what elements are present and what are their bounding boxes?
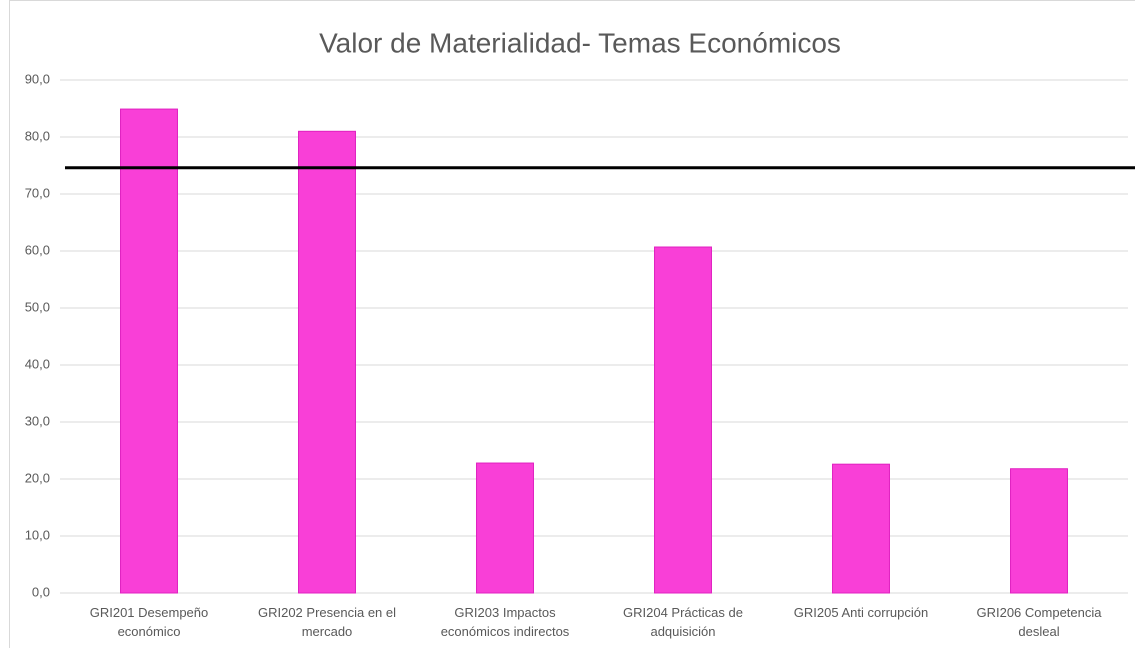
y-tick-label: 30,0: [25, 413, 50, 428]
bar: [1010, 468, 1068, 594]
bar: [832, 463, 890, 594]
bar: [120, 108, 178, 594]
x-tick-label: GRI204 Prácticas de adquisición: [623, 605, 743, 639]
y-tick-label: 20,0: [25, 470, 50, 485]
bar: [298, 130, 356, 594]
y-tick-label: 10,0: [25, 527, 50, 542]
y-tick-label: 80,0: [25, 128, 50, 143]
x-tick-label: GRI206 Competencia desleal: [976, 605, 1102, 639]
y-tick-label: 40,0: [25, 356, 50, 371]
chart-border: [9, 0, 1135, 648]
y-tick-label: 60,0: [25, 242, 50, 257]
x-tick-label: GRI201 Desempeño económico: [89, 605, 209, 639]
chart-title: Valor de Materialidad- Temas Económicos: [319, 27, 841, 58]
x-tick-label: GRI205 Anti corrupción: [793, 605, 929, 620]
y-tick-label: 70,0: [25, 185, 50, 200]
bar: [654, 246, 712, 594]
x-tick-label: GRI203 Impactos económicos indirectos: [440, 605, 570, 639]
y-tick-label: 50,0: [25, 299, 50, 314]
x-tick-label: GRI202 Presencia en el mercado: [257, 605, 397, 639]
y-tick-label: 90,0: [25, 71, 50, 86]
y-tick-label: 0,0: [32, 584, 50, 599]
bar: [476, 462, 534, 594]
